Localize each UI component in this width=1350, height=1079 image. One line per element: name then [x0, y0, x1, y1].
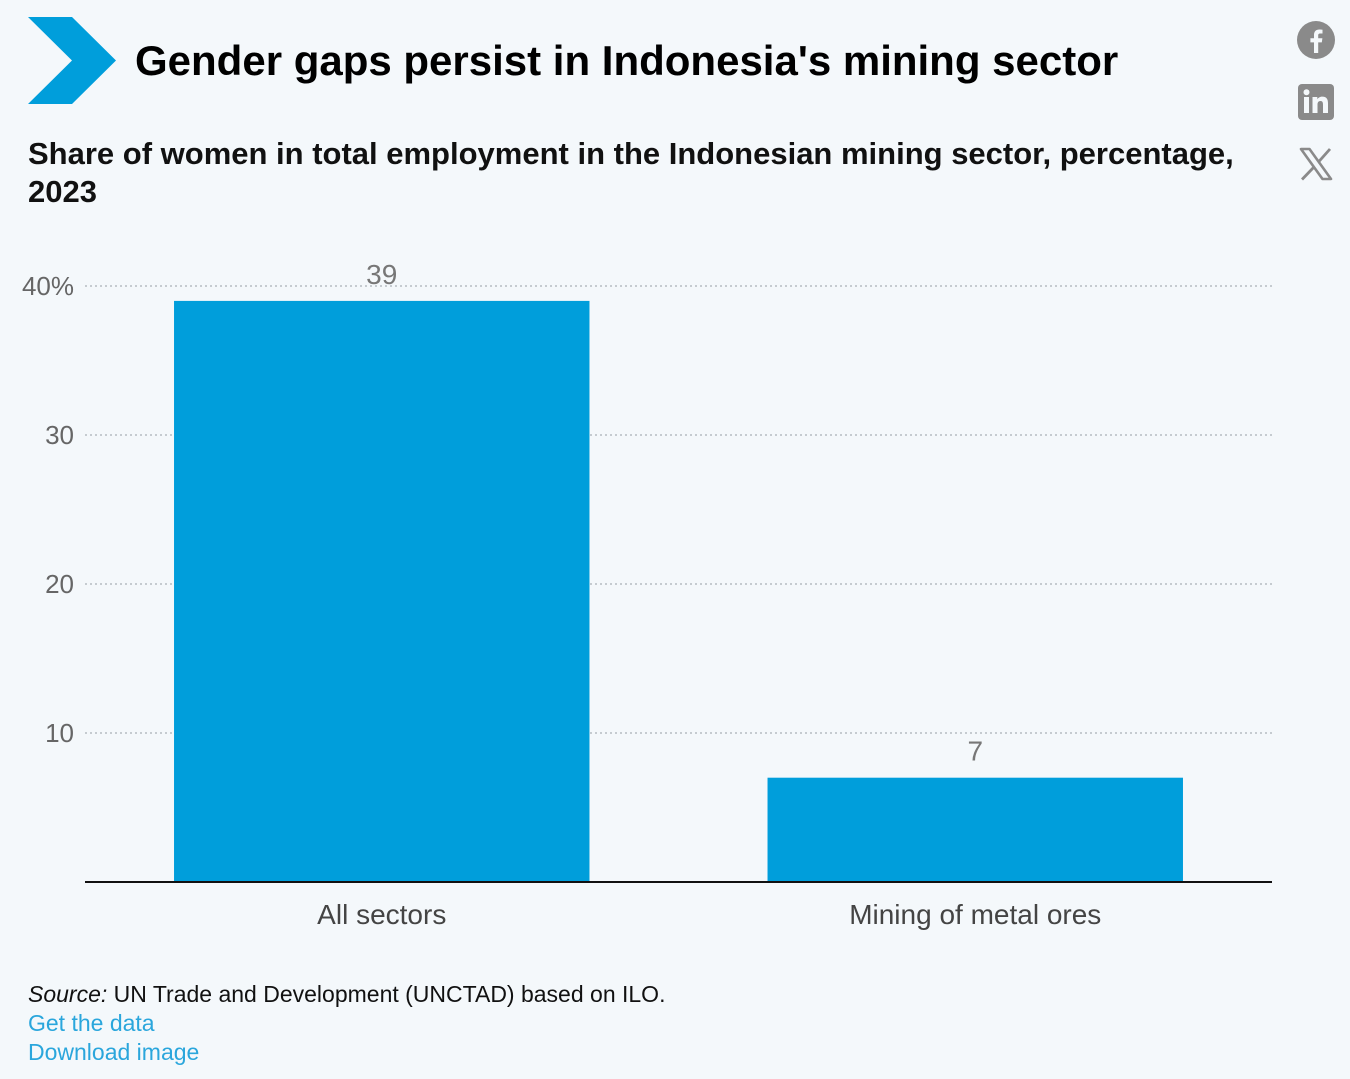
x-icon[interactable]	[1296, 144, 1336, 184]
y-axis-ticks: 10 20 30 40%	[22, 271, 74, 748]
data-label: 7	[967, 736, 983, 767]
y-tick-label: 30	[45, 420, 74, 450]
linkedin-icon[interactable]	[1296, 82, 1336, 122]
source-text: UN Trade and Development (UNCTAD) based …	[107, 981, 666, 1007]
source-line: Source: UN Trade and Development (UNCTAD…	[28, 980, 665, 1009]
footer: Source: UN Trade and Development (UNCTAD…	[28, 980, 665, 1067]
bar	[767, 777, 1183, 882]
bars	[174, 300, 1183, 882]
y-tick-label: 10	[45, 718, 74, 748]
y-tick-label: 40%	[22, 271, 74, 301]
get-data-link[interactable]: Get the data	[28, 1010, 155, 1036]
source-label: Source:	[28, 981, 108, 1007]
facebook-icon[interactable]	[1296, 20, 1336, 60]
data-label: 39	[366, 259, 397, 290]
chart-subtitle: Share of women in total employment in th…	[28, 136, 1234, 209]
brand-chevron-logo	[28, 17, 116, 104]
download-image-link[interactable]: Download image	[28, 1039, 200, 1065]
x-axis-categories: All sectors Mining of metal ores	[317, 899, 1101, 930]
share-bar	[1296, 20, 1338, 206]
bar-chart: 10 20 30 40% 39 7 All sectors Mining of metal…	[22, 259, 1272, 930]
y-tick-label: 20	[45, 569, 74, 599]
data-labels: 39 7	[366, 259, 983, 767]
category-label: Mining of metal ores	[849, 899, 1101, 930]
bar	[174, 300, 590, 882]
page-title: Gender gaps persist in Indonesia's minin…	[135, 37, 1119, 84]
category-label: All sectors	[317, 899, 446, 930]
